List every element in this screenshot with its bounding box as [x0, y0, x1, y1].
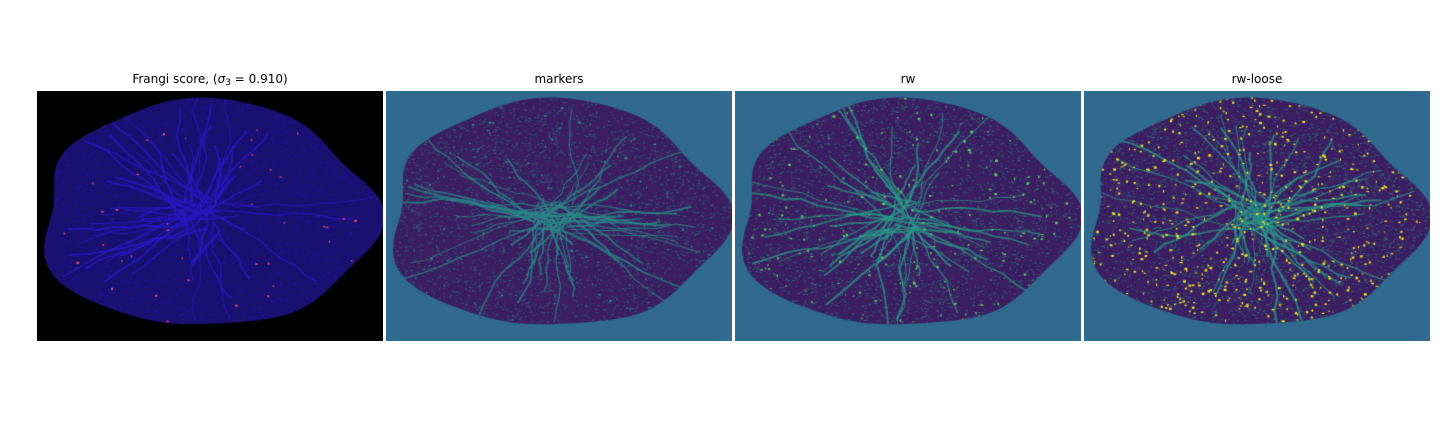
panel-rw-loose: rw-loose: [1084, 72, 1430, 341]
panel-rw: rw: [735, 72, 1081, 341]
panel-markers: markers: [386, 72, 732, 341]
markers-image: [386, 91, 732, 341]
panel-frangi-score: Frangi score, (σ3 = 0.910): [37, 72, 383, 341]
rw-loose-image: [1084, 91, 1430, 341]
panel-title: rw: [900, 72, 916, 86]
panel-title: markers: [534, 72, 584, 86]
panel-title: rw-loose: [1231, 72, 1283, 86]
rw-image: [735, 91, 1081, 341]
panel-title: Frangi score, (σ3 = 0.910): [132, 72, 288, 88]
frangi-score-image: [37, 91, 383, 341]
